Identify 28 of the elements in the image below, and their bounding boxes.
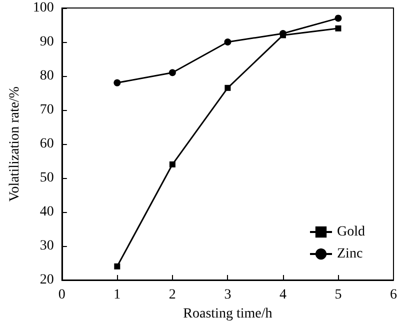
x-tick-label: 5 (334, 288, 342, 302)
x-tick-label: 4 (279, 288, 286, 302)
point (335, 25, 342, 32)
legend-label: Zinc (337, 246, 363, 262)
point (334, 14, 342, 22)
y-tick-label: 30 (40, 238, 54, 254)
y-tick-label: 100 (32, 0, 54, 16)
y-axis-title: Volatilization rate/% (8, 86, 22, 202)
y-tick-label: 90 (40, 34, 54, 50)
point (224, 84, 231, 91)
x-tick-label: 2 (168, 288, 176, 302)
y-tick-label: 60 (40, 136, 54, 152)
x-axis-title: Roasting time/h (183, 306, 272, 322)
x-tick-label: 3 (224, 288, 232, 302)
point (168, 69, 176, 76)
point (169, 161, 176, 168)
legend-label: Gold (337, 224, 365, 240)
y-tick-label: 70 (40, 102, 54, 118)
point (114, 79, 121, 86)
point (114, 263, 120, 270)
y-tick-label: 80 (40, 68, 54, 84)
point (224, 38, 232, 46)
x-tick-label: 6 (390, 288, 397, 302)
x-tick-label: 1 (114, 288, 121, 302)
y-tick-label: 40 (40, 204, 54, 220)
y-tick-label: 50 (40, 170, 54, 186)
y-tick-label: 20 (40, 272, 54, 288)
x-tick-label: 0 (58, 288, 66, 302)
